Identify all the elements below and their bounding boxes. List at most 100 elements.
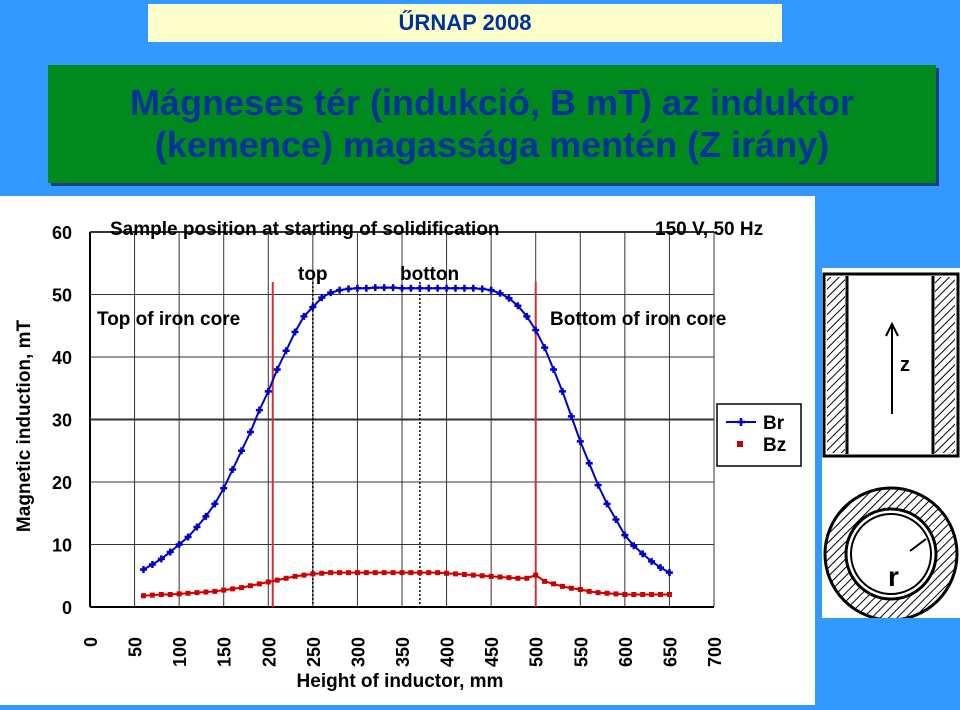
bz-point <box>381 570 387 576</box>
y-axis-label: Magnetic induction, mT <box>14 320 35 533</box>
bz-point <box>346 570 352 576</box>
annotation-top: top <box>298 264 328 285</box>
x-tick-label: 0 <box>81 637 101 647</box>
br-point <box>576 437 584 445</box>
bz-point <box>640 592 646 597</box>
bz-point <box>658 592 664 597</box>
br-point <box>309 303 317 311</box>
slide-title-line1: Mágneses tér (indukció, B mT) az indukto… <box>129 82 855 123</box>
slide-title-box: Mágneses tér (indukció, B mT) az indukto… <box>48 65 936 183</box>
x-tick-label: 150 <box>215 637 235 667</box>
br-point <box>630 542 638 550</box>
br-point <box>380 284 388 292</box>
br-point <box>255 406 263 414</box>
br-point <box>505 294 513 302</box>
bz-point <box>176 591 182 597</box>
bz-point <box>533 572 539 578</box>
br-point <box>487 286 495 294</box>
bz-point <box>559 583 565 589</box>
br-point <box>300 312 308 320</box>
y-tick-label: 60 <box>52 223 72 243</box>
x-tick-label: 400 <box>438 637 458 667</box>
br-point <box>478 285 486 293</box>
bz-point <box>221 587 227 593</box>
bz-point <box>337 570 343 576</box>
bz-point <box>140 593 146 599</box>
top-view: r <box>823 472 959 622</box>
x-tick-label: 450 <box>482 637 502 667</box>
inductor-inset: z r <box>822 268 960 622</box>
bz-point <box>230 586 236 592</box>
y-tick-label: 20 <box>52 473 72 493</box>
br-point <box>603 500 611 508</box>
br-point <box>148 561 156 568</box>
bz-point <box>274 577 280 583</box>
right-wall-hatch <box>935 277 955 453</box>
bz-point <box>194 590 200 596</box>
z-axis-label: z <box>900 354 910 376</box>
x-tick-label: 100 <box>170 637 190 667</box>
br-point <box>246 428 254 436</box>
bz-point <box>167 592 173 597</box>
br-point <box>193 523 201 531</box>
br-point <box>665 569 673 577</box>
br-point <box>139 566 147 573</box>
br-point <box>238 447 246 455</box>
bz-point <box>444 570 450 576</box>
br-point <box>496 289 504 297</box>
br-point <box>648 557 656 565</box>
marker-layer <box>271 282 537 607</box>
bz-point <box>310 571 316 577</box>
bz-point <box>470 572 476 578</box>
core-boundary <box>850 513 932 595</box>
legend-br-label: Br <box>763 413 785 434</box>
bz-point <box>158 592 164 597</box>
bz-point <box>239 585 245 591</box>
r-arrow-icon <box>909 538 927 552</box>
br-point <box>558 387 566 395</box>
bz-point <box>426 570 432 576</box>
y-tick-label: 40 <box>52 348 72 368</box>
bz-point <box>354 570 360 576</box>
annotation-top-iron-core: Top of iron core <box>97 309 240 330</box>
br-point <box>202 512 210 520</box>
bz-point <box>452 571 458 577</box>
legend-bz-marker <box>737 441 743 447</box>
br-point <box>371 284 379 292</box>
bz-point <box>542 578 548 584</box>
bz-point <box>568 585 574 591</box>
y-tick-label: 10 <box>52 536 72 556</box>
br-point <box>460 284 468 292</box>
br-point <box>594 481 602 489</box>
bz-point <box>649 592 655 597</box>
bz-point <box>185 590 191 596</box>
x-axis-label: Height of inductor, mm <box>297 671 504 692</box>
x-tick-label: 600 <box>616 637 636 667</box>
bz-point <box>586 588 592 594</box>
chart-subtitle: 150 V, 50 Hz <box>655 219 763 240</box>
br-point <box>157 555 165 563</box>
br-point <box>443 284 451 292</box>
bz-point <box>390 570 396 576</box>
y-tick-label: 50 <box>52 286 72 306</box>
br-point <box>282 347 290 355</box>
bz-point <box>497 574 503 580</box>
bz-point <box>212 588 218 594</box>
y-tick-label: 30 <box>52 411 72 431</box>
magnetic-induction-chart: 0 50 100 150 200 250 300 350 400 450 500 550 600 650 7… <box>14 219 802 692</box>
bz-point <box>461 572 467 577</box>
slide-header: ŰRNAP 2008 <box>148 4 782 42</box>
r-radius-label: r <box>888 561 899 592</box>
bz-point <box>408 570 414 576</box>
br-point <box>434 284 442 292</box>
br-point <box>407 284 415 292</box>
br-point <box>318 294 326 302</box>
br-point <box>621 531 629 539</box>
bz-point <box>247 583 253 589</box>
bz-point <box>435 570 441 576</box>
legend-br-marker <box>737 418 745 426</box>
bz-point <box>577 587 583 592</box>
br-point <box>550 366 558 373</box>
slide-title: Mágneses tér (indukció, B mT) az indukto… <box>130 82 854 166</box>
z-arrow-head-icon <box>885 321 899 337</box>
